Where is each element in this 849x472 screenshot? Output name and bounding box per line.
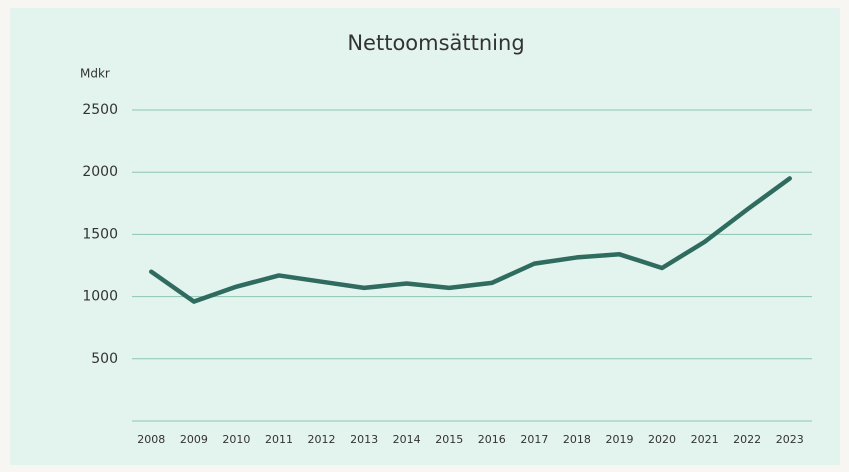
chart-title: Nettoomsättning	[347, 31, 524, 55]
x-tick-label: 2018	[563, 433, 591, 446]
y-tick-label: 1000	[82, 289, 118, 305]
x-tick-label: 2012	[308, 433, 336, 446]
y-tick-label: 2000	[82, 164, 118, 180]
x-tick-label: 2019	[605, 433, 633, 446]
chart-panel	[10, 8, 840, 465]
x-tick-label: 2009	[180, 433, 208, 446]
x-tick-label: 2015	[435, 433, 463, 446]
x-tick-label: 2021	[691, 433, 719, 446]
x-tick-label: 2020	[648, 433, 676, 446]
y-tick-label: 500	[91, 351, 118, 367]
x-tick-label: 2022	[733, 433, 761, 446]
x-tick-label: 2011	[265, 433, 293, 446]
x-tick-label: 2013	[350, 433, 378, 446]
x-tick-label: 2008	[137, 433, 165, 446]
y-tick-label: 1500	[82, 226, 118, 242]
y-tick-label: 2500	[82, 102, 118, 118]
y-axis-label: Mdkr	[80, 67, 110, 81]
x-tick-label: 2023	[776, 433, 804, 446]
x-tick-label: 2017	[520, 433, 548, 446]
x-tick-label: 2010	[222, 433, 250, 446]
data-line	[149, 176, 792, 304]
x-tick-label: 2014	[393, 433, 421, 446]
x-tick-label: 2016	[478, 433, 506, 446]
